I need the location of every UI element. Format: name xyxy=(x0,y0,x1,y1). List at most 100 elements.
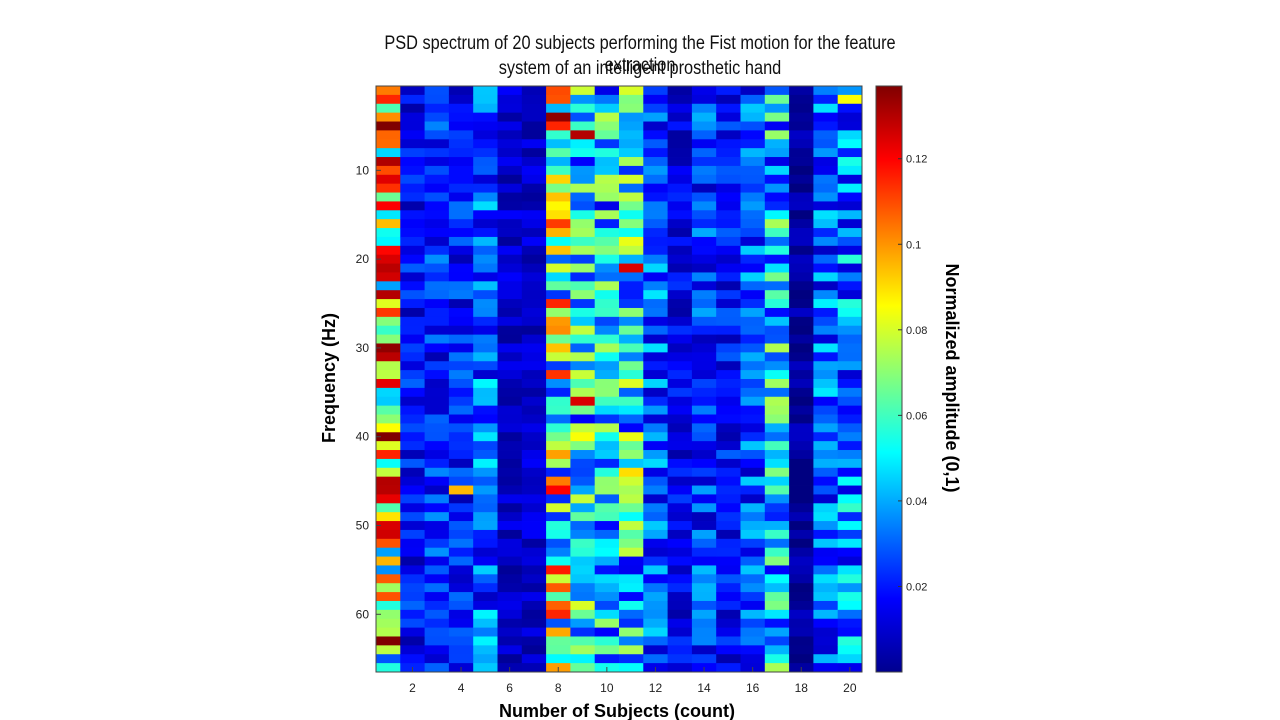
heatmap-cell xyxy=(691,201,717,211)
heatmap-cell xyxy=(667,121,693,131)
heatmap-cell xyxy=(764,663,790,673)
heatmap-cell xyxy=(691,316,717,327)
heatmap-cell xyxy=(376,228,401,238)
heatmap-cell xyxy=(497,316,523,327)
heatmap-cell xyxy=(473,325,498,336)
heatmap-cell xyxy=(716,210,741,220)
heatmap-cell xyxy=(667,450,693,460)
heatmap-cell xyxy=(570,245,596,256)
heatmap-cell xyxy=(570,210,596,220)
heatmap-cell xyxy=(667,254,693,264)
heatmap-cell xyxy=(473,174,498,185)
heatmap-cell xyxy=(570,148,596,158)
heatmap-cell xyxy=(837,494,863,504)
heatmap-cell xyxy=(424,112,450,122)
heatmap-cell xyxy=(546,547,571,557)
heatmap-cell xyxy=(789,512,814,522)
heatmap-cell xyxy=(667,165,693,176)
heatmap-cell xyxy=(837,272,863,282)
heatmap-cell xyxy=(376,192,401,202)
heatmap-cell xyxy=(813,183,839,193)
heatmap-cell xyxy=(691,414,717,424)
heatmap-cell xyxy=(497,636,523,646)
heatmap-cell xyxy=(400,503,425,513)
heatmap-cell xyxy=(448,618,474,629)
heatmap-cell xyxy=(497,112,523,122)
heatmap-cell xyxy=(448,441,474,451)
heatmap-cell xyxy=(643,450,668,460)
heatmap-cell xyxy=(400,352,425,362)
heatmap-cell xyxy=(837,512,863,522)
heatmap-cell xyxy=(764,450,790,460)
heatmap-cell xyxy=(813,645,839,655)
heatmap-cell xyxy=(424,592,450,602)
heatmap-cell xyxy=(497,485,523,495)
heatmap-cell xyxy=(740,148,766,158)
heatmap-cell xyxy=(448,592,474,602)
heatmap-cell xyxy=(740,512,766,522)
heatmap-cell xyxy=(497,654,523,664)
heatmap-cell xyxy=(473,281,498,291)
heatmap-cell xyxy=(619,219,644,229)
heatmap-cell xyxy=(594,396,620,407)
heatmap-cell xyxy=(789,565,814,575)
heatmap-cell xyxy=(400,130,425,140)
heatmap-cell xyxy=(667,503,693,513)
heatmap-cell xyxy=(813,245,839,256)
heatmap-cell xyxy=(424,574,450,584)
heatmap-cell xyxy=(667,396,693,407)
heatmap-cell xyxy=(376,565,401,575)
heatmap-cell xyxy=(376,263,401,273)
heatmap-cell xyxy=(691,352,717,362)
heatmap-cell xyxy=(716,476,741,486)
heatmap-cell xyxy=(448,245,474,256)
heatmap-cell xyxy=(400,414,425,424)
heatmap-cell xyxy=(400,121,425,131)
heatmap-cell xyxy=(546,521,571,531)
heatmap-cell xyxy=(424,94,450,105)
heatmap-cell xyxy=(643,281,668,291)
heatmap-cell xyxy=(716,405,741,415)
heatmap-cell xyxy=(837,263,863,273)
heatmap-cell xyxy=(716,627,741,637)
heatmap-cell xyxy=(764,512,790,522)
heatmap-cell xyxy=(521,316,547,327)
heatmap-cell xyxy=(473,103,498,114)
heatmap-cell xyxy=(716,592,741,602)
heatmap-cell xyxy=(594,600,620,611)
heatmap-cell xyxy=(473,370,498,380)
heatmap-cell xyxy=(643,192,668,202)
heatmap-cell xyxy=(691,192,717,202)
heatmap-cell xyxy=(448,361,474,371)
heatmap-cell xyxy=(716,192,741,202)
heatmap-cell xyxy=(691,592,717,602)
heatmap-cell xyxy=(521,157,547,167)
heatmap-cell xyxy=(619,130,644,140)
heatmap-cell xyxy=(837,94,863,105)
heatmap-cell xyxy=(667,600,693,611)
heatmap-cell xyxy=(376,494,401,504)
heatmap-cell xyxy=(473,547,498,557)
heatmap-cell xyxy=(497,387,523,398)
heatmap-cell xyxy=(400,450,425,460)
heatmap-cell xyxy=(570,139,596,149)
heatmap-cell xyxy=(740,86,766,96)
heatmap-cell xyxy=(716,112,741,122)
heatmap-cell xyxy=(594,387,620,398)
heatmap-cell xyxy=(594,334,620,344)
heatmap-cell xyxy=(497,494,523,504)
heatmap-cell xyxy=(546,556,571,566)
heatmap-cell xyxy=(789,86,814,96)
heatmap-cell xyxy=(473,450,498,460)
heatmap-cell xyxy=(716,467,741,478)
heatmap-cell xyxy=(497,405,523,415)
heatmap-cell xyxy=(813,86,839,96)
heatmap-cell xyxy=(716,236,741,247)
heatmap-cell xyxy=(619,574,644,584)
heatmap-cell xyxy=(667,263,693,273)
heatmap-cell xyxy=(400,387,425,398)
heatmap-cell xyxy=(716,219,741,229)
heatmap-cell xyxy=(521,441,547,451)
heatmap-cell xyxy=(376,94,401,105)
heatmap-cell xyxy=(813,307,839,318)
